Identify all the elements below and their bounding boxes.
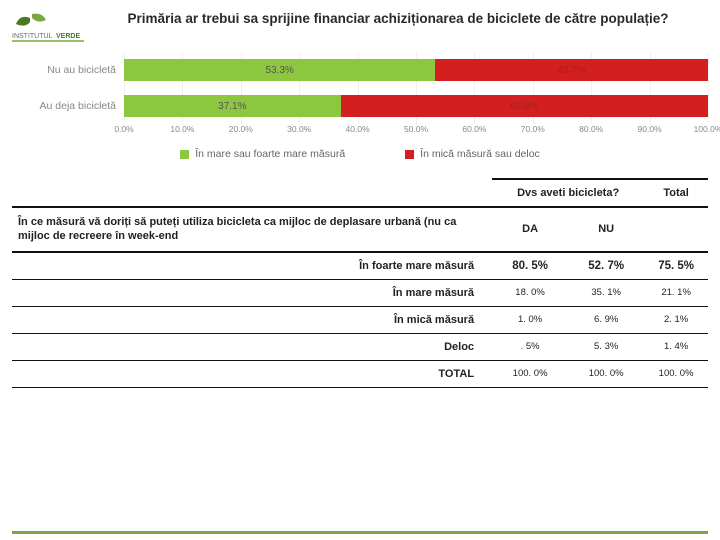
- logo: INSTITUTUL VERDE: [12, 10, 98, 46]
- x-tick: 0.0%: [114, 124, 133, 134]
- table-row: Deloc. 5%5. 3%1. 4%: [12, 333, 708, 360]
- bar-chart: Nu au bicicletă53.3%46.7%Au deja bicicle…: [12, 52, 708, 142]
- cell: 1. 4%: [644, 333, 708, 360]
- legend-label: În mică măsură sau deloc: [420, 148, 540, 160]
- x-tick: 60.0%: [462, 124, 486, 134]
- bar-segment: 53.3%: [124, 59, 435, 81]
- x-tick: 100.0%: [694, 124, 720, 134]
- x-tick: 90.0%: [638, 124, 662, 134]
- bar-segment: 46.7%: [435, 59, 708, 81]
- x-tick: 10.0%: [170, 124, 194, 134]
- question-cell: În ce măsură vă doriți să puteți utiliza…: [12, 207, 492, 252]
- table-header-question: Dvs aveti bicicleta?: [492, 179, 644, 207]
- x-tick: 70.0%: [521, 124, 545, 134]
- leaf-icon: [32, 14, 46, 22]
- cell: 100. 0%: [644, 360, 708, 387]
- x-tick: 40.0%: [346, 124, 370, 134]
- logo-text-1: INSTITUTUL: [12, 33, 53, 40]
- table-row: TOTAL100. 0%100. 0%100. 0%: [12, 360, 708, 387]
- cell: 1. 0%: [492, 306, 568, 333]
- header: INSTITUTUL VERDE Primăria ar trebui sa s…: [12, 8, 708, 46]
- row-label: Deloc: [12, 333, 492, 360]
- chart-row: Au deja bicicletă37.1%62.9%: [12, 88, 708, 124]
- x-tick: 20.0%: [229, 124, 253, 134]
- cell: 5. 3%: [568, 333, 644, 360]
- bar-segment: 62.9%: [341, 95, 708, 117]
- footer-line: [12, 531, 708, 534]
- col-nu: NU: [568, 207, 644, 252]
- cell: 2. 1%: [644, 306, 708, 333]
- cell: 52. 7%: [568, 252, 644, 280]
- leaf-icon: [16, 17, 30, 26]
- row-label: În mare măsură: [12, 279, 492, 306]
- col-da: DA: [492, 207, 568, 252]
- x-tick: 80.0%: [579, 124, 603, 134]
- row-label: În mică măsură: [12, 306, 492, 333]
- table-row: În foarte mare măsură80. 5%52. 7%75. 5%: [12, 252, 708, 280]
- data-table: Dvs aveti bicicleta? Total În ce măsură …: [12, 178, 708, 388]
- legend-swatch: [180, 150, 189, 159]
- row-label: TOTAL: [12, 360, 492, 387]
- y-axis-label: Au deja bicicletă: [12, 100, 124, 112]
- bar-segment: 37.1%: [124, 95, 341, 117]
- cell: 100. 0%: [568, 360, 644, 387]
- legend-label: În mare sau foarte mare măsură: [195, 148, 345, 160]
- legend: În mare sau foarte mare măsură În mică mă…: [12, 148, 708, 160]
- cell: 100. 0%: [492, 360, 568, 387]
- chart-row: Nu au bicicletă53.3%46.7%: [12, 52, 708, 88]
- chart-title: Primăria ar trebui sa sprijine financiar…: [98, 8, 708, 28]
- table-row: În mică măsură1. 0%6. 9%2. 1%: [12, 306, 708, 333]
- legend-swatch: [405, 150, 414, 159]
- cell: 35. 1%: [568, 279, 644, 306]
- table-row: În mare măsură18. 0%35. 1%21. 1%: [12, 279, 708, 306]
- cell: 80. 5%: [492, 252, 568, 280]
- logo-text-2: VERDE: [56, 33, 80, 40]
- cell: 75. 5%: [644, 252, 708, 280]
- x-tick: 30.0%: [287, 124, 311, 134]
- row-label: În foarte mare măsură: [12, 252, 492, 280]
- cell: 21. 1%: [644, 279, 708, 306]
- legend-item: În mare sau foarte mare măsură: [180, 148, 345, 160]
- x-tick: 50.0%: [404, 124, 428, 134]
- cell: . 5%: [492, 333, 568, 360]
- cell: 18. 0%: [492, 279, 568, 306]
- y-axis-label: Nu au bicicletă: [12, 64, 124, 76]
- table-header-total: Total: [644, 179, 708, 207]
- x-axis: 0.0%10.0%20.0%30.0%40.0%50.0%60.0%70.0%8…: [124, 124, 708, 138]
- cell: 6. 9%: [568, 306, 644, 333]
- legend-item: În mică măsură sau deloc: [405, 148, 540, 160]
